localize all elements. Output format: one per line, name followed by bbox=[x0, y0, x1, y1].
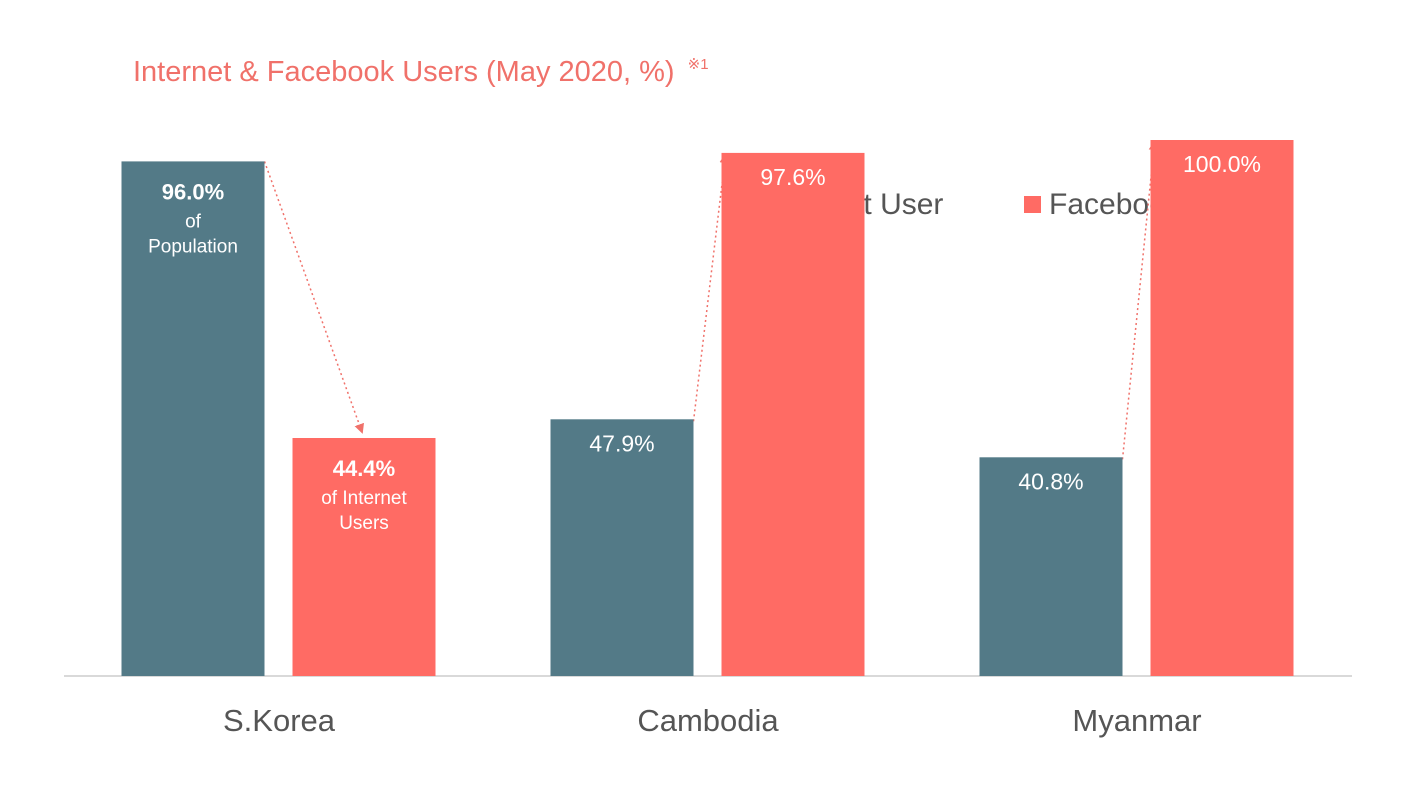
bar-internet-user-myanmar bbox=[979, 457, 1123, 676]
bar-note-label: Population bbox=[148, 236, 238, 257]
transition-arrows bbox=[263, 140, 1159, 460]
arrow-myanmar bbox=[1121, 140, 1159, 460]
bar-facebook-user-myanmar bbox=[1150, 140, 1294, 676]
bar-value-label: 40.8% bbox=[1018, 468, 1083, 494]
bar-labels: 96.0% of Population 44.4% of Internet Users 47… bbox=[148, 151, 1261, 534]
bar-value-label: 97.6% bbox=[760, 164, 825, 190]
bar-value-label: 100.0% bbox=[1183, 151, 1261, 177]
bar-note-label: of Internet bbox=[321, 488, 407, 509]
bar-note-label: of bbox=[185, 211, 202, 232]
chart-title-footnote: ※1 bbox=[688, 56, 709, 73]
chart-title: Internet & Facebook Users (May 2020, %) … bbox=[133, 56, 709, 88]
bar-value-label: 44.4% bbox=[333, 456, 395, 481]
bar-internet-user-cambodia bbox=[550, 419, 694, 676]
arrow-s-korea bbox=[263, 161, 364, 434]
bar-value-label: 96.0% bbox=[162, 179, 224, 204]
x-tick-labels: S.Korea Cambodia Myanmar bbox=[223, 703, 1202, 738]
x-tick-cambodia: Cambodia bbox=[637, 703, 779, 738]
legend-swatch-facebook-user bbox=[1024, 196, 1041, 213]
arrow-cambodia bbox=[692, 152, 730, 422]
bar-facebook-user-cambodia bbox=[721, 152, 865, 676]
bar-note-label: Users bbox=[339, 513, 389, 534]
x-tick-s-korea: S.Korea bbox=[223, 703, 336, 738]
bar-value-label: 47.9% bbox=[589, 430, 654, 456]
bars bbox=[121, 140, 1294, 676]
x-tick-myanmar: Myanmar bbox=[1072, 703, 1201, 738]
bar-internet-user-s-korea bbox=[121, 161, 265, 676]
bar-facebook-user-s-korea bbox=[292, 438, 436, 676]
